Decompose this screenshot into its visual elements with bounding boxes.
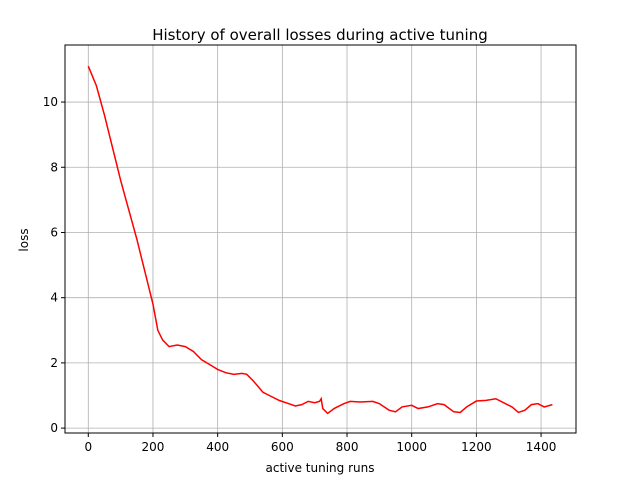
plot-frame — [64, 44, 577, 434]
chart-title: History of overall losses during active … — [152, 26, 488, 44]
line — [87, 65, 553, 415]
x-tick-label: 200 — [142, 440, 165, 454]
x-tick-label: 0 — [84, 440, 92, 454]
y-tick-label: 6 — [50, 225, 58, 239]
y-tick-label: 0 — [50, 421, 58, 435]
y-tick-label: 4 — [50, 291, 58, 305]
x-tick-label: 1400 — [526, 440, 557, 454]
y-axis-label: loss — [17, 228, 31, 251]
x-tick-label: 600 — [271, 440, 294, 454]
y-tick-label: 10 — [43, 95, 58, 109]
x-tick-label: 1000 — [396, 440, 427, 454]
y-tick-label: 2 — [50, 356, 58, 370]
y-tick-label: 8 — [50, 160, 58, 174]
x-tick-label: 800 — [336, 440, 359, 454]
x-tick-label: 1200 — [461, 440, 492, 454]
x-tick-label: 400 — [206, 440, 229, 454]
x-axis-label: active tuning runs — [266, 461, 375, 475]
